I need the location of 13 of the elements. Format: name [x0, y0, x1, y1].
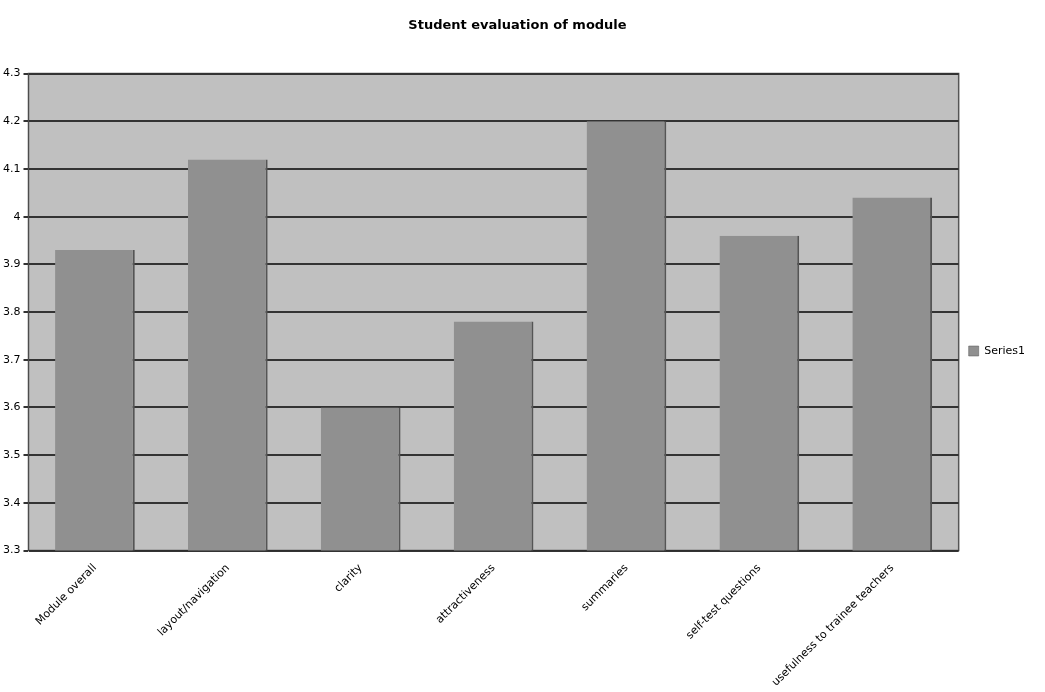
y-tick-label: 4.1: [2, 161, 21, 175]
y-tick-label: 4: [13, 209, 21, 223]
y-tick-label: 3.9: [2, 257, 21, 271]
chart-title: Student evaluation of module: [408, 17, 627, 33]
y-tick-label: 3.3: [2, 543, 21, 557]
y-tick-label: 4.2: [2, 114, 21, 128]
y-tick-label: 3.6: [2, 400, 21, 414]
y-tick-label: 3.4: [2, 495, 21, 509]
y-tick-label: 4.3: [2, 66, 21, 80]
y-tick-label: 3.7: [2, 352, 21, 366]
y-tick-label: 3.5: [2, 447, 21, 461]
legend-label: Series1: [984, 343, 1025, 357]
y-tick-label: 3.8: [2, 304, 21, 318]
